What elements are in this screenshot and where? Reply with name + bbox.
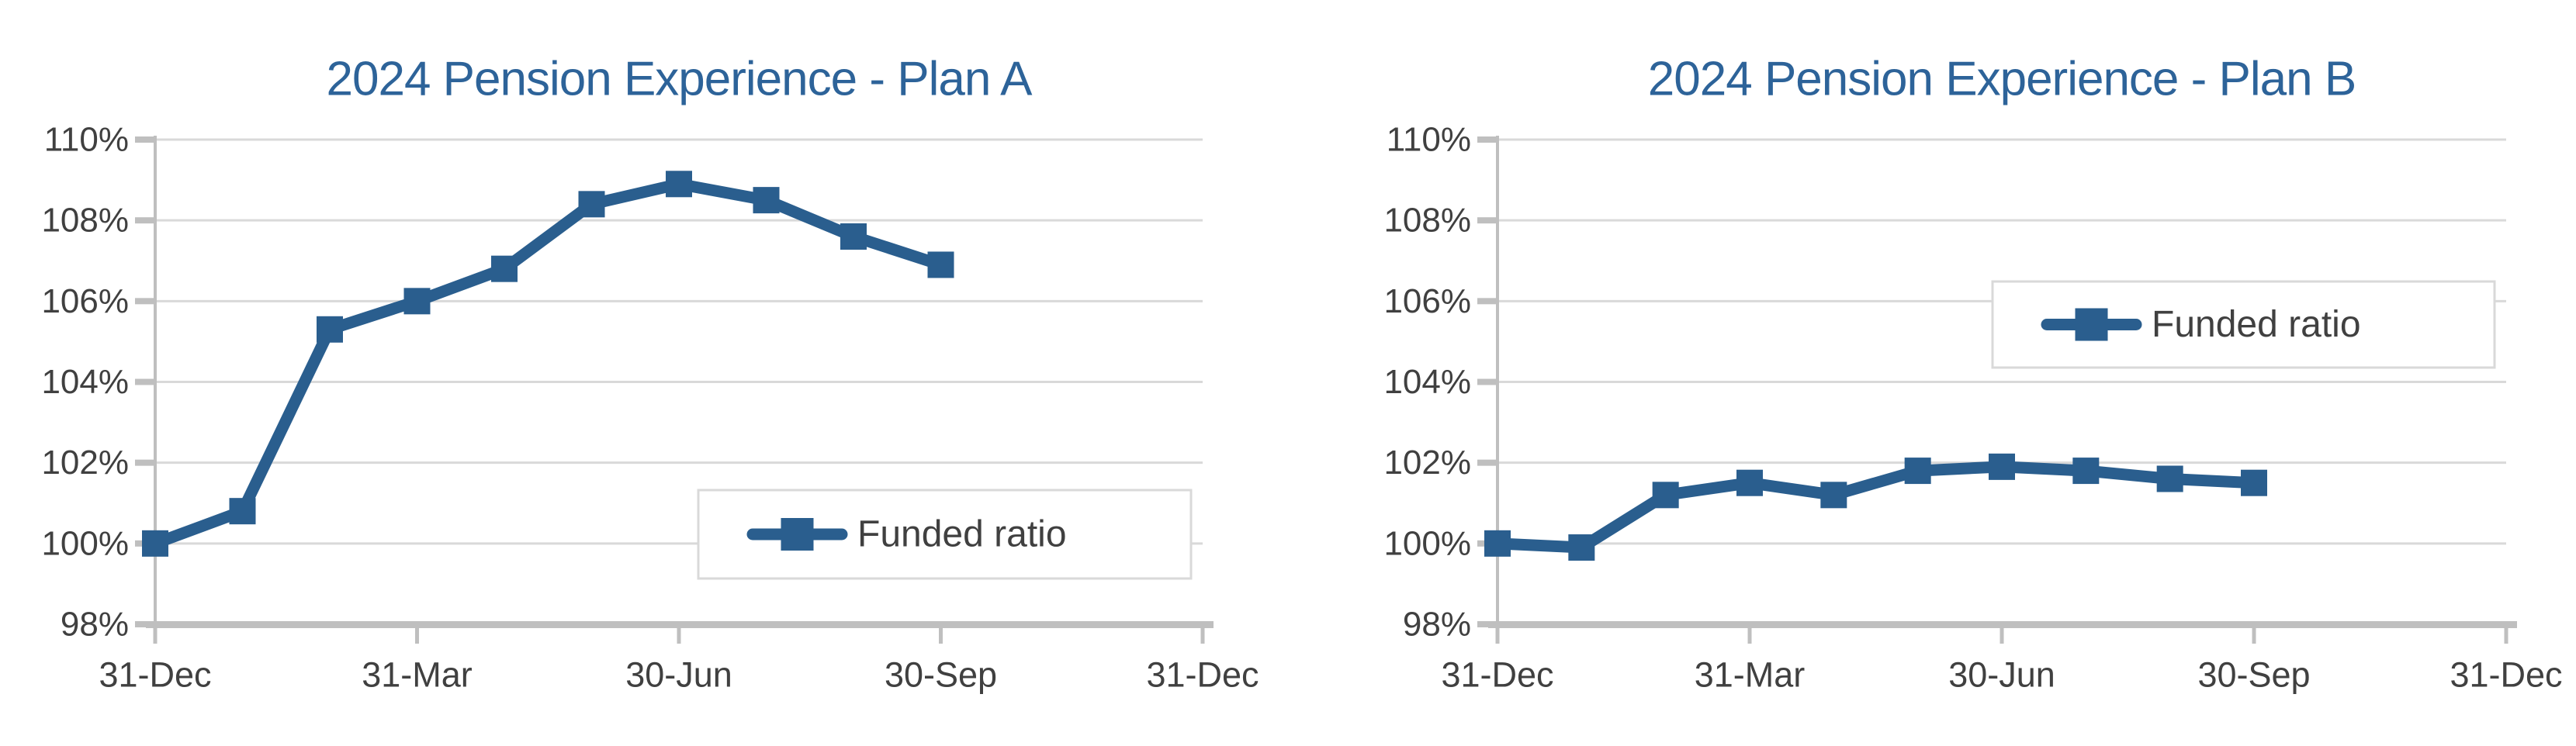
y-axis-tick-label: 100% [41, 524, 129, 562]
x-axis-tick-label: 31-Mar [362, 655, 473, 695]
x-axis-tick [2252, 628, 2256, 644]
y-axis-tick-label: 106% [41, 282, 129, 320]
y-axis-tick [1477, 621, 1497, 627]
chart-title: 2024 Pension Experience - Plan B [1648, 53, 2356, 106]
y-axis-tick [1477, 136, 1497, 143]
x-axis-tick [939, 628, 943, 644]
y-axis-tick [1477, 378, 1497, 385]
y-axis-tick [1477, 217, 1497, 224]
y-axis-tick [135, 136, 155, 143]
x-axis-tick-label: 30-Jun [1948, 655, 2055, 695]
y-axis-tick-label: 98% [61, 606, 129, 644]
funded-ratio-line [153, 178, 943, 549]
y-axis-tick-label: 100% [1383, 524, 1471, 562]
x-axis-tick-label: 31-Dec [2450, 655, 2562, 695]
data-point-marker [753, 187, 780, 214]
x-axis-tick-label: 30-Sep [2197, 655, 2310, 695]
y-axis-tick [135, 459, 155, 466]
y-axis-tick-label: 102% [41, 444, 129, 482]
legend-label: Funded ratio [2152, 304, 2361, 345]
data-point-marker [1904, 458, 1931, 485]
data-point-marker [666, 171, 692, 198]
x-axis-tick [415, 628, 419, 644]
x-axis-line [146, 621, 1214, 628]
data-point-marker [229, 498, 256, 525]
y-axis-tick [135, 298, 155, 305]
funded-ratio-line [1497, 461, 2255, 554]
data-point-marker [403, 288, 431, 315]
x-axis-tick-label: 31-Dec [1441, 655, 1553, 695]
y-axis-tick [1477, 459, 1497, 466]
x-axis-tick [1747, 628, 1752, 644]
x-axis-tick-label: 31-Dec [99, 655, 211, 695]
data-point-marker [578, 191, 605, 218]
x-axis-tick [1200, 628, 1205, 644]
y-axis-tick-label: 102% [1383, 444, 1471, 482]
y-axis-tick-label: 110% [44, 121, 129, 159]
data-point-marker [840, 223, 867, 250]
x-axis-tick [153, 628, 158, 644]
x-axis-tick [677, 628, 681, 644]
line-chart-svg: 98% 100% 102% 104% 106% 108% 110% 31-Dec 31-Mar 3… [41, 53, 1259, 695]
x-axis-tick [2504, 628, 2508, 644]
y-axis-tick-label: 106% [1383, 282, 1471, 320]
y-axis-tick-label: 104% [41, 363, 129, 401]
data-point-marker [2156, 465, 2183, 492]
y-axis-tick [135, 217, 155, 224]
data-point-marker [1736, 469, 1763, 496]
data-point-marker [142, 530, 168, 557]
x-axis-tick-label: 30-Jun [625, 655, 732, 695]
data-point-marker [2241, 469, 2267, 496]
data-point-marker [1652, 482, 1679, 509]
y-axis-tick-label: 98% [1403, 606, 1471, 644]
data-point-marker [491, 255, 518, 282]
data-point-marker [1820, 482, 1847, 509]
y-axis-tick [1477, 298, 1497, 305]
chart-plan-b: 98% 100% 102% 104% 106% 108% 110% 31-Dec 31-Mar 3… [1288, 0, 2576, 746]
line-chart-svg: 98% 100% 102% 104% 106% 108% 110% 31-Dec 31-Mar 3… [1383, 53, 2562, 695]
data-point-marker [1484, 530, 1511, 557]
y-axis-tick-label: 110% [1387, 121, 1471, 159]
legend-marker-square [2075, 308, 2108, 341]
y-axis-tick [135, 378, 155, 385]
data-point-marker [2072, 458, 2100, 485]
legend: Funded ratio [697, 489, 1193, 580]
x-axis-tick-label: 31-Dec [1146, 655, 1259, 695]
legend-label: Funded ratio [857, 514, 1067, 555]
y-axis-tick-label: 108% [41, 202, 129, 240]
legend-marker-square [781, 518, 814, 551]
x-axis-tick-label: 31-Mar [1695, 655, 1806, 695]
chart-title: 2024 Pension Experience - Plan A [327, 53, 1034, 106]
y-axis-tick [135, 621, 155, 627]
y-axis-tick-label: 104% [1383, 363, 1471, 401]
x-axis-tick-label: 30-Sep [885, 655, 997, 695]
data-point-marker [1568, 534, 1595, 561]
x-axis-tick [2000, 628, 2004, 644]
x-axis-line [1488, 621, 2517, 628]
data-point-marker [1989, 453, 2015, 480]
data-point-marker [317, 316, 343, 343]
y-axis-tick-label: 108% [1383, 202, 1471, 240]
legend: Funded ratio [1991, 280, 2496, 369]
data-point-marker [927, 251, 954, 278]
x-axis-tick [1495, 628, 1500, 644]
chart-plan-a: 98% 100% 102% 104% 106% 108% 110% 31-Dec 31-Mar 3… [41, 53, 1259, 695]
